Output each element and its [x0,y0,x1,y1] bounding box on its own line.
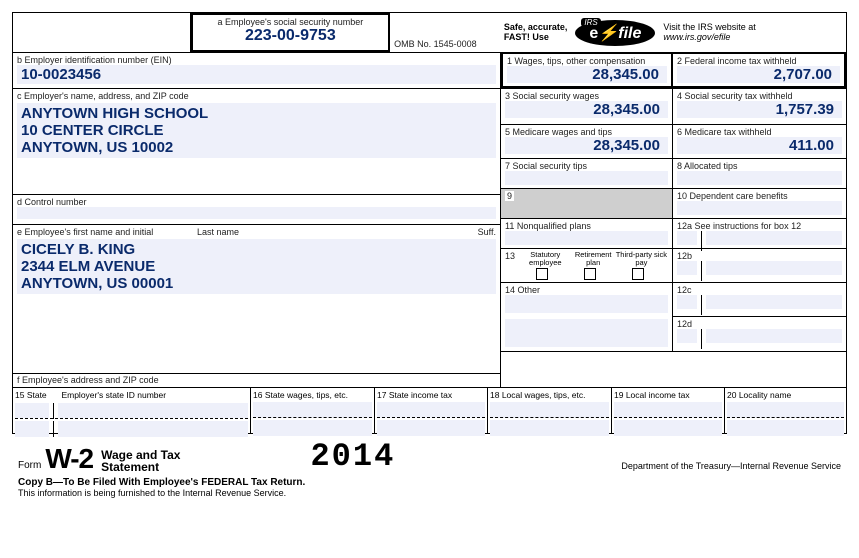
box13-stat: Statutory employee [519,251,572,266]
box-f-label: f Employee's address and ZIP code [17,375,496,385]
box12a-label: 12a See instructions for box 12 [677,221,842,231]
box13-label: 13 [505,251,519,280]
dept-treasury: Department of the Treasury—Internal Reve… [621,461,841,475]
box3-value: 28,345.00 [505,101,668,118]
box17-label: 17 State income tax [377,390,485,400]
box14-label: 14 Other [505,285,668,295]
box-a-label: a Employee's social security number [197,17,385,27]
box12d-label: 12d [677,319,842,329]
copy-b: Copy B—To Be Filed With Employee's FEDER… [18,477,841,488]
box3-label: 3 Social security wages [505,91,668,101]
box-b-value: 10-0023456 [17,65,496,84]
box8-label: 8 Allocated tips [677,161,842,171]
box-e-label-last: Last name [197,227,478,237]
wage-tax-2: Statement [101,461,180,473]
visit-line2: www.irs.gov/efile [663,33,755,43]
box18-label: 18 Local wages, tips, etc. [490,390,609,400]
box13-sick: Third-party sick pay [615,251,668,266]
box19-label: 19 Local income tax [614,390,722,400]
box15-state-label: 15 State [15,390,47,400]
safe-line2: FAST! Use [504,33,568,43]
box-c-label: c Employer's name, address, and ZIP code [17,91,496,101]
employer-line1: ANYTOWN HIGH SCHOOL [21,105,492,122]
box16-label: 16 State wages, tips, etc. [253,390,372,400]
box9-label: 9 [505,191,514,201]
box7-label: 7 Social security tips [505,161,668,171]
employer-line2: 10 CENTER CIRCLE [21,122,492,139]
info-line: This information is being furnished to t… [18,488,841,498]
box-e-label-first: e Employee's first name and initial [17,227,197,237]
employer-line3: ANYTOWN, US 10002 [21,139,492,156]
box2-label: 2 Federal income tax withheld [677,56,840,66]
box15-id-label: Employer's state ID number [61,390,166,400]
w2-title: W-2 [45,443,93,475]
form-word: Form [18,460,41,475]
box4-value: 1,757.39 [677,101,842,118]
box20-label: 20 Locality name [727,390,844,400]
box13-ret: Retirement plan [572,251,615,266]
checkbox-retirement[interactable] [584,268,596,280]
box5-label: 5 Medicare wages and tips [505,127,668,137]
employee-line1: CICELY B. KING [21,241,492,258]
box6-value: 411.00 [677,137,842,154]
checkbox-statutory[interactable] [536,268,548,280]
box10-label: 10 Dependent care benefits [677,191,842,201]
box6-label: 6 Medicare tax withheld [677,127,842,137]
omb-label: OMB No. 1545-0008 [394,39,477,49]
box-b-label: b Employer identification number (EIN) [17,55,496,65]
employee-line2: 2344 ELM AVENUE [21,258,492,275]
box12c-label: 12c [677,285,842,295]
efile-logo: IRS e⚡file [575,20,655,46]
box-d-label: d Control number [17,197,496,207]
ssn-value: 223-00-9753 [197,27,385,45]
box1-label: 1 Wages, tips, other compensation [507,56,667,66]
box4-label: 4 Social security tax withheld [677,91,842,101]
year: 2014 [310,438,395,475]
box11-label: 11 Nonqualified plans [505,221,668,231]
w2-form: a Employee's social security number 223-… [12,12,847,434]
checkbox-sickpay[interactable] [632,268,644,280]
form-footer: Form W-2 Wage and Tax Statement 2014 Dep… [12,434,847,498]
box2-value: 2,707.00 [677,66,840,83]
box5-value: 28,345.00 [505,137,668,154]
box12b-label: 12b [677,251,842,261]
employee-line3: ANYTOWN, US 00001 [21,275,492,292]
box1-value: 28,345.00 [507,66,667,83]
box-e-label-suff: Suff. [478,227,496,237]
